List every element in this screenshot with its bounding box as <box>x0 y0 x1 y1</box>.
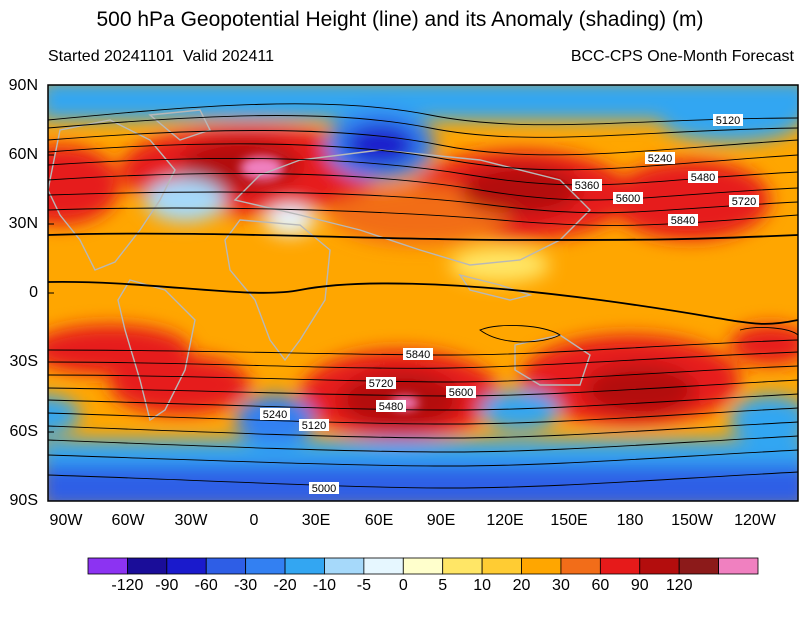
colorbar-swatch <box>560 557 601 575</box>
height-contours <box>48 103 798 489</box>
colorbar-label: 10 <box>473 577 492 594</box>
lon-label: 90W <box>49 512 83 529</box>
colorbar-label: -60 <box>194 577 218 594</box>
colorbar-swatch <box>363 557 404 575</box>
colorbar-label: 60 <box>591 577 610 594</box>
lat-label: 90N <box>8 77 38 94</box>
colorbar-label: 90 <box>630 577 649 594</box>
colorbar-label: -90 <box>155 577 179 594</box>
contour-label: 5840 <box>671 215 695 227</box>
lon-label: 60E <box>364 512 394 529</box>
lon-label: 0 <box>249 512 259 529</box>
contour-label: 5600 <box>449 387 473 399</box>
colorbar-swatch <box>166 557 207 575</box>
colorbar-swatch <box>481 557 522 575</box>
lat-label: 30S <box>9 353 38 370</box>
colorbar-label: 30 <box>552 577 570 594</box>
contour-label: 5720 <box>732 196 756 208</box>
lon-label: 150E <box>550 512 588 529</box>
contour-label: 5480 <box>379 401 403 413</box>
colorbar-label: -120 <box>111 577 144 594</box>
lon-label: 60W <box>111 512 145 529</box>
colorbar-swatch <box>245 557 286 575</box>
colorbar-swatch <box>599 557 641 575</box>
contour-label: 5120 <box>716 115 740 127</box>
lat-label: 0 <box>29 284 38 301</box>
lon-label: 30E <box>301 512 331 529</box>
colorbar-label: -5 <box>356 577 371 594</box>
forecast-product: BCC-CPS One-Month Forecast <box>570 48 794 65</box>
forecast-dates: Started 20241101 Valid 202411 <box>48 48 274 65</box>
colorbar-swatch <box>127 557 168 575</box>
colorbar-swatch <box>87 557 128 575</box>
colorbar-swatch <box>442 557 483 575</box>
contour-label: 5000 <box>312 483 336 495</box>
contour-label: 5840 <box>406 349 430 361</box>
colorbar <box>87 557 759 575</box>
contour-label: 5360 <box>575 180 599 192</box>
contour-label: 5720 <box>369 378 393 390</box>
colorbar-swatch <box>284 557 325 575</box>
colorbar-label: -30 <box>234 577 258 594</box>
map-title: 500 hPa Geopotential Height (line) and i… <box>96 8 704 31</box>
colorbar-label: 0 <box>398 577 408 594</box>
colorbar-label: 20 <box>512 577 531 594</box>
contour-label: 5240 <box>648 153 672 165</box>
lat-label: 60N <box>8 146 38 163</box>
colorbar-swatch <box>324 557 365 575</box>
anomaly-shading <box>48 85 798 501</box>
lat-label: 30N <box>8 215 38 232</box>
colorbar-swatch <box>639 557 680 575</box>
contour-label: 5240 <box>263 409 287 421</box>
colorbar-swatch <box>521 557 562 575</box>
contour-label: 5600 <box>616 193 640 205</box>
colorbar-swatch <box>402 557 444 575</box>
lon-label: 30W <box>174 512 208 529</box>
colorbar-label: -20 <box>273 577 297 594</box>
colorbar-swatch <box>718 557 759 575</box>
lat-label: 90S <box>9 492 38 509</box>
lon-label: 120W <box>734 512 776 529</box>
lat-label: 60S <box>9 423 38 440</box>
lon-label: 90E <box>426 512 456 529</box>
colorbar-label: -10 <box>312 577 337 594</box>
colorbar-swatch <box>205 557 247 575</box>
lon-label: 150W <box>671 512 713 529</box>
contour-label: 5120 <box>302 420 326 432</box>
colorbar-label: 120 <box>665 577 693 594</box>
contour-label: 5480 <box>691 172 715 184</box>
colorbar-label: 5 <box>438 577 448 594</box>
lon-label: 120E <box>486 512 524 529</box>
colorbar-swatch <box>678 557 719 575</box>
lon-label: 180 <box>616 512 644 529</box>
